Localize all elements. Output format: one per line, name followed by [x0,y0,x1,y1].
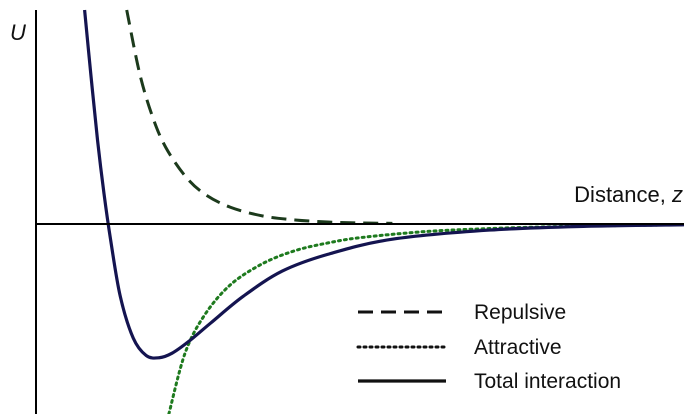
legend-label-total-interaction: Total interaction [474,370,621,393]
series-layer [83,9,686,414]
series-line-repulsive [125,9,393,225]
x-axis-label-prefix: Distance, [574,182,672,207]
series-line-total-interaction [83,9,685,360]
x-axis-label-variable: z [671,182,683,207]
legend: Repulsive Attractive Total interaction [356,301,621,393]
y-axis-label: U [10,20,26,45]
legend-label-attractive: Attractive [474,336,562,359]
x-axis-label: Distance, z [574,182,683,207]
legend-label-repulsive: Repulsive [474,301,566,324]
